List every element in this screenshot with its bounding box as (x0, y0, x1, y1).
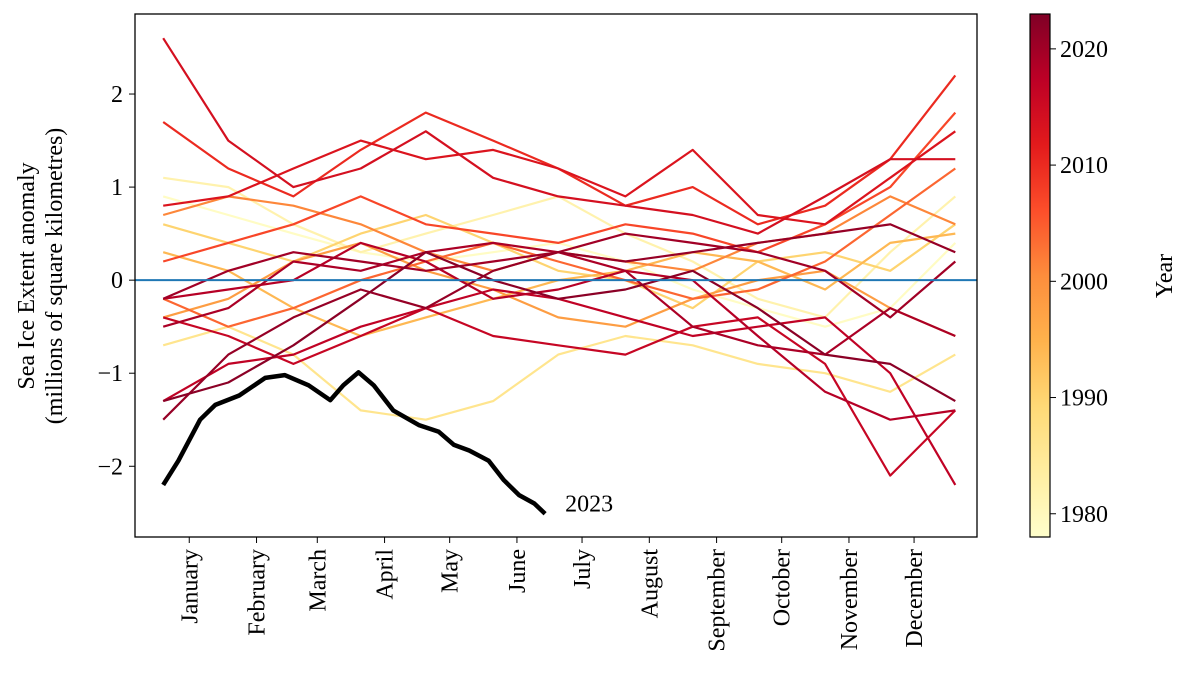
year-line (162, 167, 956, 328)
colorbar-tick-label: 2020 (1060, 37, 1108, 63)
year-line (162, 251, 956, 403)
highlight-line (161, 370, 547, 516)
year-line (162, 288, 957, 486)
colorbar-tick-label: 2010 (1060, 153, 1108, 179)
x-tick-label: May (438, 549, 464, 593)
y-tick-label: 1 (111, 175, 123, 201)
y-tick-label: −2 (97, 454, 123, 480)
year-line (162, 325, 956, 421)
year-line (162, 74, 957, 226)
annotation: 2023 (565, 492, 613, 518)
x-tick-label: January (177, 549, 203, 624)
year-line (162, 195, 956, 272)
y-axis-label-line: (millions of square kilometres) (42, 128, 68, 425)
x-tick-label: November (837, 549, 863, 650)
x-tick-label: February (245, 549, 271, 636)
y-axis-label: Sea Ice Extent anomaly (millions of squa… (14, 128, 68, 425)
year-line (162, 232, 956, 338)
colorbar-tick-label: 1990 (1060, 386, 1108, 412)
x-tick-label: April (373, 549, 399, 600)
year-line (162, 223, 956, 421)
x-tick-label: March (305, 549, 331, 612)
year-line (163, 130, 956, 226)
plot-frame (134, 13, 978, 538)
colorbar (1029, 13, 1051, 538)
x-tick-label: September (705, 549, 731, 652)
y-tick-label: 0 (111, 268, 123, 294)
y-axis-label-line: Sea Ice Extent anomaly (14, 162, 40, 389)
colorbar-tick-label: 2000 (1060, 269, 1108, 295)
y-tick-label: −1 (97, 361, 123, 387)
x-tick-label: June (505, 549, 531, 593)
year-line (162, 111, 957, 263)
year-line (162, 307, 957, 477)
year-line (162, 37, 956, 235)
colorbar-tick-label: 1980 (1060, 502, 1108, 528)
x-tick-label: December (902, 549, 928, 648)
y-tick-label: 2 (111, 82, 123, 108)
colorbar-label: Year (1152, 254, 1178, 298)
x-tick-label: October (770, 549, 796, 626)
plot-area (135, 37, 977, 516)
x-tick-label: July (570, 549, 596, 589)
x-tick-label: August (637, 549, 663, 619)
